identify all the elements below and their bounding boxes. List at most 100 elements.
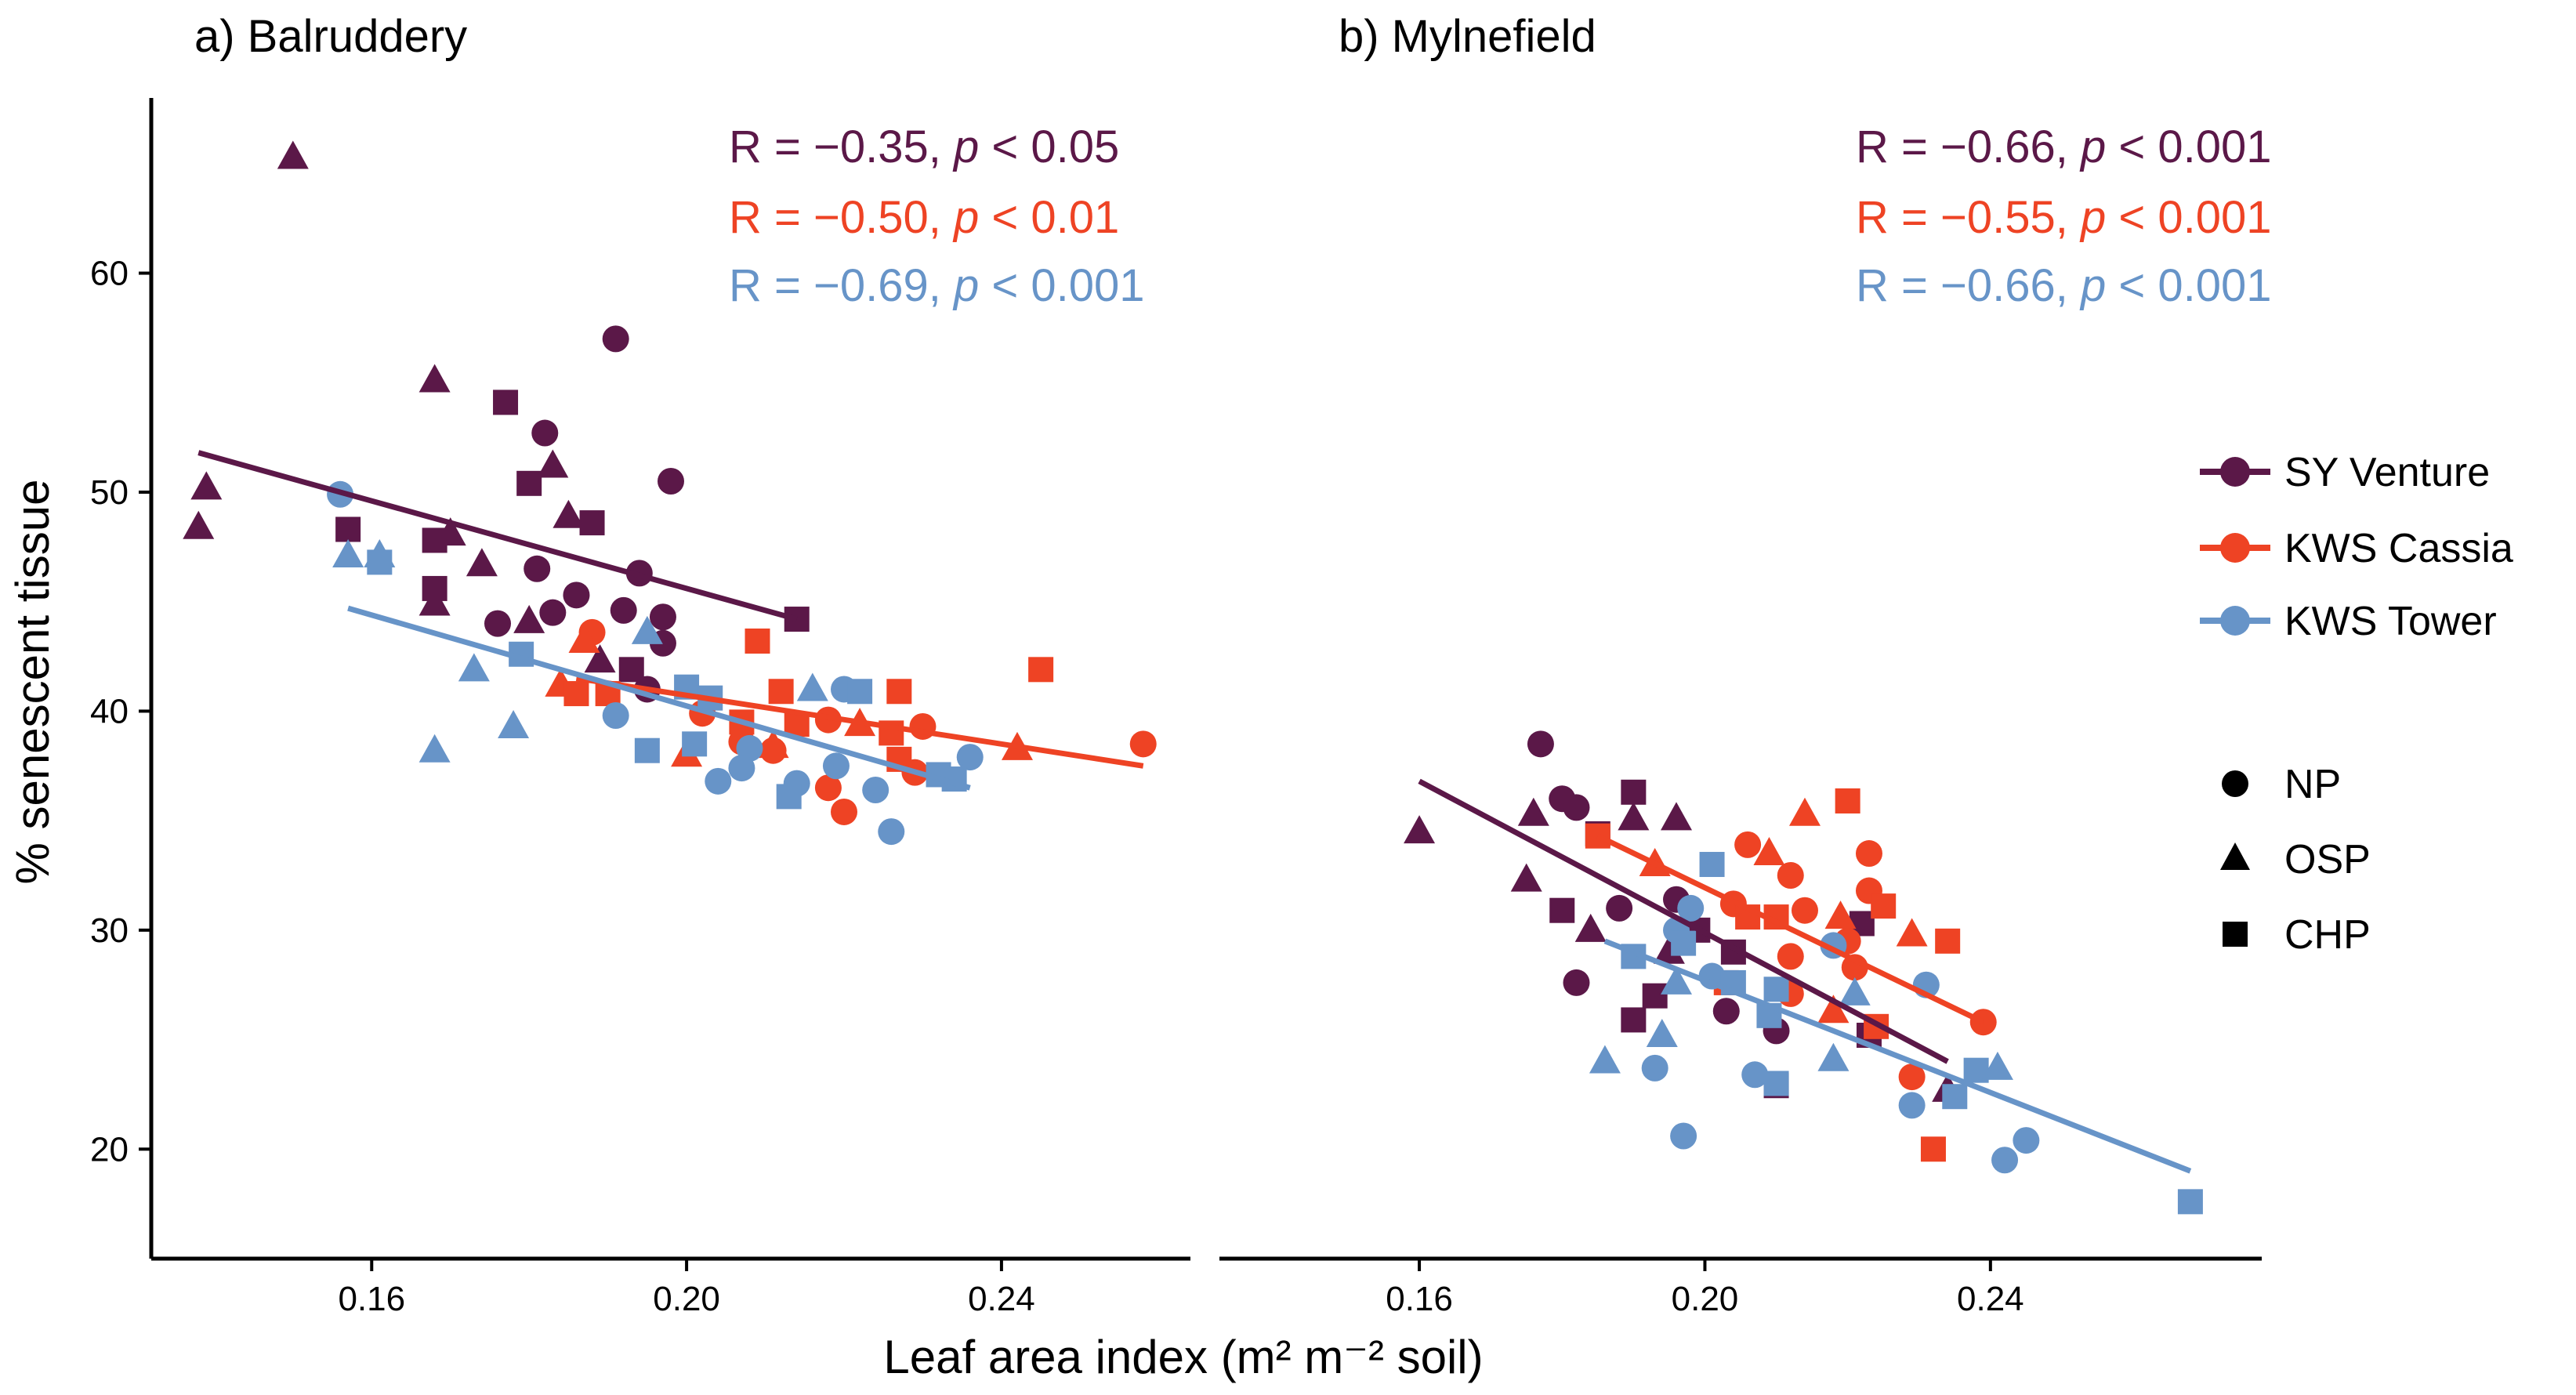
marks-a <box>183 140 1157 846</box>
point-sy-venture-np <box>524 555 551 582</box>
point-kws-cassia-chp <box>563 681 589 707</box>
x-tick-label: 0.20 <box>1672 1280 1739 1318</box>
stat-a-sy-venture: R = −0.35, p < 0.05 <box>729 121 1119 172</box>
fit-line-kws-cassia <box>575 676 1144 769</box>
point-kws-cassia-chp <box>1871 893 1897 919</box>
point-kws-cassia-np <box>1129 730 1157 758</box>
point-sy-venture-np <box>602 325 629 353</box>
point-sy-venture-np <box>1712 998 1740 1025</box>
fit-line-sy-venture <box>197 450 798 622</box>
legend-label-np: NP <box>2284 762 2341 807</box>
point-sy-venture-np <box>539 599 567 626</box>
point-kws-cassia-osp <box>1817 995 1850 1024</box>
point-kws-cassia-osp <box>1896 918 1928 947</box>
point-sy-venture-osp <box>183 510 215 539</box>
x-tick-label: 0.16 <box>1386 1280 1453 1318</box>
point-kws-tower-osp <box>418 734 451 763</box>
point-kws-tower-chp <box>1699 852 1725 878</box>
legend-item-kws-cassia: KWS Cassia <box>2200 526 2513 571</box>
stat-b-sy-venture: R = −0.66, p < 0.001 <box>1856 121 2272 172</box>
point-kws-tower-chp <box>367 549 393 575</box>
point-sy-venture-np <box>1563 794 1590 821</box>
point-sy-venture-osp <box>418 587 451 616</box>
point-kws-cassia-chp <box>886 679 912 705</box>
point-kws-cassia-np <box>1734 831 1762 858</box>
point-kws-tower-np <box>822 752 850 780</box>
point-sy-venture-chp <box>335 516 361 542</box>
point-kws-cassia-osp <box>1788 797 1821 826</box>
y-tick-label: 60 <box>90 255 129 293</box>
point-kws-cassia-np <box>1855 840 1882 868</box>
fit-lines-b <box>1418 778 2192 1174</box>
point-sy-venture-osp <box>1661 802 1693 831</box>
point-sy-venture-np <box>1563 969 1590 996</box>
point-sy-venture-osp <box>466 548 498 577</box>
point-kws-tower-np <box>705 767 732 795</box>
fit-line-sy-venture <box>1418 778 1949 1064</box>
point-sy-venture-osp <box>277 140 309 169</box>
legend-label-chp: CHP <box>2284 912 2371 958</box>
point-sy-venture-np <box>658 468 684 495</box>
point-kws-tower-osp <box>796 672 828 701</box>
point-kws-cassia-np <box>1777 861 1804 889</box>
point-kws-tower-chp <box>634 737 660 763</box>
fit-line-kws-cassia <box>1596 833 1985 1025</box>
x-tick-label: 0.24 <box>968 1280 1035 1318</box>
point-kws-tower-np <box>1991 1147 2019 1174</box>
point-kws-tower-chp <box>1671 930 1697 956</box>
point-kws-tower-np <box>1741 1061 1769 1089</box>
point-sy-venture-chp <box>579 510 605 536</box>
point-kws-tower-np <box>1898 1092 1926 1119</box>
legend-dot-kws-cassia <box>2220 533 2250 563</box>
fit-lines-a <box>197 450 1144 791</box>
ticks-a: 0.16 0.20 0.24 20 30 40 50 60 <box>90 255 1035 1318</box>
point-kws-tower-osp <box>1646 1018 1678 1047</box>
point-kws-cassia-chp <box>1935 928 1961 954</box>
legend-item-np: NP <box>2222 762 2341 807</box>
point-sy-venture-chp <box>422 527 447 553</box>
point-kws-tower-osp <box>1589 1045 1621 1074</box>
point-kws-tower-osp <box>498 709 530 738</box>
x-tick-label: 0.20 <box>653 1280 720 1318</box>
point-kws-tower-np <box>1670 1122 1697 1150</box>
ticks-b: 0.16 0.20 0.24 <box>1386 1259 2024 1318</box>
point-sy-venture-np <box>610 596 637 624</box>
stat-a-kws-cassia: R = −0.50, p < 0.01 <box>729 192 1119 243</box>
point-kws-cassia-chp <box>745 628 770 654</box>
point-kws-cassia-np <box>1898 1063 1926 1091</box>
legend-shape-square <box>2223 922 2248 947</box>
point-kws-tower-chp <box>847 679 873 705</box>
point-sy-venture-chp <box>1549 897 1575 923</box>
point-sy-venture-osp <box>1653 935 1685 964</box>
point-kws-cassia-osp <box>1824 900 1857 929</box>
y-tick-label: 50 <box>90 473 129 512</box>
legend-dot-kws-tower <box>2220 606 2250 636</box>
fit-line-kws-tower <box>347 605 971 791</box>
point-kws-tower-chp <box>1942 1084 1968 1110</box>
y-tick-label: 20 <box>90 1130 129 1169</box>
legend-item-osp: OSP <box>2220 837 2371 882</box>
point-sy-venture-osp <box>537 449 569 478</box>
point-kws-tower-np <box>728 755 755 782</box>
point-sy-venture-np <box>563 582 590 609</box>
point-kws-tower-chp <box>1763 1071 1789 1096</box>
point-sy-venture-np <box>484 610 511 637</box>
point-sy-venture-osp <box>513 604 545 633</box>
panel-title-balruddery: a) Balruddery <box>194 11 467 62</box>
legend-shape-circle <box>2222 770 2248 797</box>
x-axis-label: Leaf area index (m² m⁻² soil) <box>883 1331 1483 1383</box>
point-sy-venture-chp <box>516 470 542 496</box>
legend-shape-triangle <box>2220 842 2250 870</box>
point-kws-tower-chp <box>682 731 708 757</box>
legend-dot-sy-venture <box>2220 457 2250 487</box>
point-kws-tower-osp <box>1817 1042 1850 1071</box>
point-kws-cassia-np <box>831 798 857 825</box>
x-tick-label: 0.24 <box>1957 1280 2024 1318</box>
point-sy-venture-osp <box>1404 815 1436 844</box>
point-kws-tower-chp <box>2177 1189 2203 1215</box>
point-kws-cassia-np <box>759 737 787 764</box>
stat-b-kws-tower: R = −0.66, p < 0.001 <box>1856 260 2272 311</box>
point-kws-tower-osp <box>1661 966 1693 995</box>
point-kws-tower-osp <box>332 539 364 568</box>
